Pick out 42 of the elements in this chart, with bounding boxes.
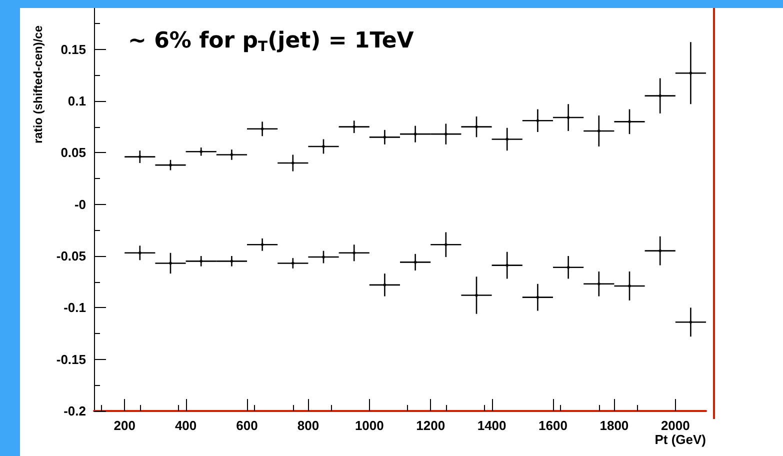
point (536, 296, 540, 299)
x-axis-title: Pt (GeV) (654, 432, 706, 447)
point (260, 243, 264, 246)
point (138, 155, 142, 158)
point (506, 264, 509, 267)
point (414, 132, 417, 136)
point (536, 119, 540, 122)
point (230, 260, 234, 263)
x-tick-label: 1000 (354, 418, 384, 433)
point (230, 153, 234, 156)
y-tick-label: -0.15 (56, 352, 86, 367)
x-tick-label: 600 (236, 418, 258, 433)
point (628, 120, 631, 124)
y-axis-title: ratio (shifted-cen)/ce (31, 25, 45, 144)
point (260, 127, 264, 130)
y-tick-label: 0.15 (60, 42, 86, 57)
point (506, 138, 509, 141)
x-tick-label: 1600 (538, 418, 568, 433)
point (475, 294, 478, 297)
y-tick-label: -0.05 (56, 248, 86, 264)
point (383, 283, 386, 286)
x-tick-label: 800 (297, 418, 320, 433)
x-tick-label: 200 (114, 418, 136, 433)
y-tick-label: -0 (74, 196, 86, 212)
point (383, 136, 386, 139)
x-tick-label: 1800 (600, 418, 629, 433)
point (291, 262, 294, 265)
x-tick-label: 1200 (416, 418, 446, 433)
point (414, 260, 417, 264)
point (566, 116, 570, 120)
y-tick-label: 0.1 (68, 94, 86, 108)
y-tick-label: -0.1 (64, 300, 86, 316)
y-tick-label: 0.05 (60, 145, 86, 160)
point (200, 260, 203, 263)
x-tick-label: 400 (174, 418, 197, 433)
point (689, 72, 692, 75)
x-tick-label: 2000 (660, 418, 690, 433)
point (689, 320, 692, 324)
y-tick-label: -0.2 (64, 404, 86, 418)
x-tick-label: 1400 (477, 418, 506, 433)
point (169, 262, 172, 265)
point (566, 266, 570, 269)
